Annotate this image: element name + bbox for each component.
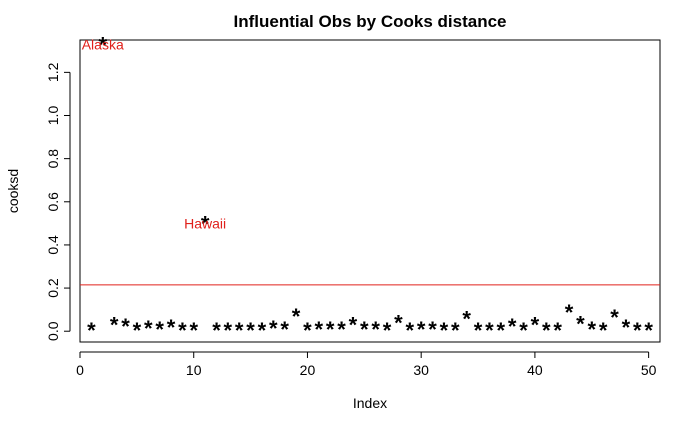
y-tick-label: 0.8 bbox=[45, 149, 61, 169]
data-point: * bbox=[224, 318, 233, 343]
data-point: * bbox=[440, 318, 449, 343]
x-tick-label: 10 bbox=[186, 362, 202, 378]
y-tick-label: 0.0 bbox=[45, 321, 61, 341]
y-tick-label: 0.2 bbox=[45, 278, 61, 298]
data-point: * bbox=[587, 317, 596, 342]
data-point: * bbox=[337, 317, 346, 342]
data-point: * bbox=[644, 318, 653, 343]
data-point: * bbox=[542, 318, 551, 343]
data-point: * bbox=[133, 318, 142, 343]
x-tick-label: 20 bbox=[300, 362, 316, 378]
data-point: * bbox=[406, 318, 415, 343]
y-axis-ticks: 0.0 0.2 0.4 0.6 0.8 1.0 1.2 bbox=[45, 62, 70, 341]
data-point: * bbox=[462, 306, 471, 331]
data-point: * bbox=[303, 318, 312, 343]
data-point: * bbox=[428, 317, 437, 342]
x-tick-label: 50 bbox=[641, 362, 657, 378]
x-axis-label: Index bbox=[353, 395, 387, 411]
data-point: * bbox=[383, 318, 392, 343]
y-axis-label: cooksd bbox=[5, 169, 21, 213]
data-point: * bbox=[565, 300, 574, 325]
data-points: *** * * * * * * *** * * * * * *** * * * * * * * * * * * * * * * * * * * *… bbox=[87, 32, 653, 343]
y-tick-label: 0.4 bbox=[45, 235, 61, 255]
data-point: * bbox=[497, 318, 506, 343]
data-point: * bbox=[371, 317, 380, 342]
data-point: * bbox=[167, 315, 176, 340]
data-point: * bbox=[485, 318, 494, 343]
data-point: * bbox=[633, 318, 642, 343]
data-point: * bbox=[212, 318, 221, 343]
data-point: * bbox=[576, 312, 585, 337]
data-point: * bbox=[360, 317, 369, 342]
data-point: * bbox=[87, 318, 96, 343]
data-point: * bbox=[474, 318, 483, 343]
data-point: * bbox=[417, 317, 426, 342]
data-point: * bbox=[258, 318, 267, 343]
data-point: * bbox=[315, 317, 324, 342]
data-point: * bbox=[144, 316, 153, 341]
data-point: * bbox=[599, 318, 608, 343]
data-point: * bbox=[121, 314, 130, 339]
x-tick-label: 40 bbox=[527, 362, 543, 378]
data-point: * bbox=[235, 318, 244, 343]
data-point: * bbox=[110, 313, 119, 338]
data-point: * bbox=[451, 318, 460, 343]
data-point: * bbox=[155, 317, 164, 342]
data-point: * bbox=[280, 317, 289, 342]
x-axis-ticks: 0 10 20 30 40 50 bbox=[76, 352, 657, 378]
data-point: * bbox=[531, 313, 540, 338]
data-point: * bbox=[394, 311, 403, 336]
data-point: * bbox=[622, 315, 631, 340]
data-point: * bbox=[201, 211, 210, 236]
y-tick-label: 1.0 bbox=[45, 106, 61, 126]
x-tick-label: 0 bbox=[76, 362, 84, 378]
chart-title: Influential Obs by Cooks distance bbox=[234, 12, 507, 31]
point-annotations: Alaska Hawaii bbox=[82, 36, 226, 231]
data-point: * bbox=[519, 318, 528, 343]
data-point: * bbox=[292, 304, 301, 329]
plot-frame bbox=[79, 39, 661, 343]
x-tick-label: 30 bbox=[413, 362, 429, 378]
y-tick-label: 1.2 bbox=[45, 62, 61, 82]
data-point: * bbox=[349, 313, 358, 338]
point-annotation: Hawaii bbox=[184, 215, 226, 231]
point-annotation: Alaska bbox=[82, 36, 124, 52]
data-point: * bbox=[189, 318, 198, 343]
data-point: * bbox=[508, 314, 517, 339]
data-point: * bbox=[610, 305, 619, 330]
data-point: * bbox=[246, 318, 255, 343]
data-point: * bbox=[326, 317, 335, 342]
data-point: * bbox=[553, 318, 562, 343]
data-point: * bbox=[269, 316, 278, 341]
data-point: * bbox=[178, 318, 187, 343]
y-tick-label: 0.6 bbox=[45, 192, 61, 212]
data-point: * bbox=[98, 32, 107, 57]
